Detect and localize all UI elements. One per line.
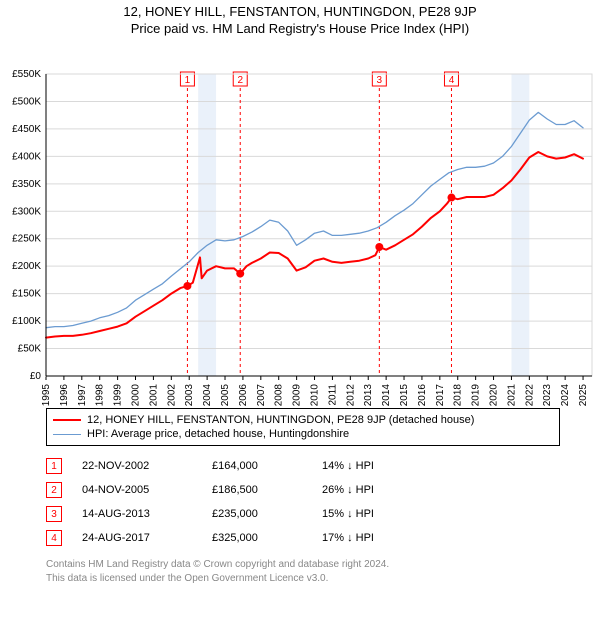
svg-text:2010: 2010 [310, 384, 321, 407]
legend: 12, HONEY HILL, FENSTANTON, HUNTINGDON, … [46, 408, 560, 446]
legend-label: 12, HONEY HILL, FENSTANTON, HUNTINGDON, … [87, 414, 474, 426]
sales-table: 1 22-NOV-2002 £164,000 14% ↓ HPI 2 04-NOV-200… [46, 454, 560, 550]
svg-text:2015: 2015 [399, 384, 410, 407]
svg-text:2006: 2006 [238, 384, 249, 407]
legend-item: HPI: Average price, detached house, Hunt… [53, 427, 553, 441]
svg-text:3: 3 [377, 75, 383, 86]
svg-text:1: 1 [185, 75, 191, 86]
sale-date: 22-NOV-2002 [82, 460, 192, 472]
svg-text:£400K: £400K [12, 151, 41, 162]
sale-marker-badge: 4 [46, 530, 62, 546]
svg-text:£550K: £550K [12, 69, 41, 80]
sale-diff: 26% ↓ HPI [322, 484, 412, 496]
svg-text:2018: 2018 [453, 384, 464, 407]
sales-row: 2 04-NOV-2005 £186,500 26% ↓ HPI [46, 478, 560, 502]
legend-label: HPI: Average price, detached house, Hunt… [87, 428, 349, 440]
chart-title-line1: 12, HONEY HILL, FENSTANTON, HUNTINGDON, … [0, 4, 600, 19]
footnote-line2: This data is licensed under the Open Gov… [46, 572, 560, 586]
sale-price: £186,500 [212, 484, 302, 496]
svg-text:2003: 2003 [184, 384, 195, 407]
chart: £0 £50K £100K £150K £200K £250K £300K £350K £400… [0, 36, 600, 408]
svg-text:2024: 2024 [560, 384, 571, 407]
sales-row: 3 14-AUG-2013 £235,000 15% ↓ HPI [46, 502, 560, 526]
svg-text:2001: 2001 [148, 384, 159, 407]
svg-text:£50K: £50K [18, 344, 42, 355]
svg-text:2012: 2012 [345, 384, 356, 407]
sale-date: 14-AUG-2013 [82, 508, 192, 520]
legend-item: 12, HONEY HILL, FENSTANTON, HUNTINGDON, … [53, 413, 553, 427]
svg-text:1998: 1998 [95, 384, 106, 407]
svg-text:2020: 2020 [489, 384, 500, 407]
svg-text:1999: 1999 [113, 384, 124, 407]
sale-price: £164,000 [212, 460, 302, 472]
svg-text:£300K: £300K [12, 206, 41, 217]
svg-text:2002: 2002 [166, 384, 177, 407]
svg-text:2000: 2000 [131, 384, 142, 407]
svg-text:2013: 2013 [363, 384, 374, 407]
sale-price: £325,000 [212, 532, 302, 544]
svg-text:£100K: £100K [12, 316, 41, 327]
svg-text:2005: 2005 [220, 384, 231, 407]
sale-diff: 14% ↓ HPI [322, 460, 412, 472]
footnote-line1: Contains HM Land Registry data © Crown c… [46, 558, 560, 572]
svg-text:2022: 2022 [524, 384, 535, 407]
sale-marker-badge: 3 [46, 506, 62, 522]
sales-row: 1 22-NOV-2002 £164,000 14% ↓ HPI [46, 454, 560, 478]
legend-swatch [53, 419, 81, 421]
svg-text:2011: 2011 [327, 384, 338, 406]
svg-text:2025: 2025 [578, 384, 589, 407]
sale-date: 24-AUG-2017 [82, 532, 192, 544]
svg-text:2004: 2004 [202, 384, 213, 407]
svg-text:£0: £0 [30, 371, 42, 382]
svg-text:£500K: £500K [12, 96, 41, 107]
svg-text:1996: 1996 [59, 384, 70, 407]
svg-text:2016: 2016 [417, 384, 428, 407]
svg-text:4: 4 [449, 75, 455, 86]
sale-date: 04-NOV-2005 [82, 484, 192, 496]
svg-text:2009: 2009 [292, 384, 303, 407]
svg-text:£150K: £150K [12, 289, 41, 300]
sale-diff: 15% ↓ HPI [322, 508, 412, 520]
svg-text:£250K: £250K [12, 234, 41, 245]
svg-text:2023: 2023 [542, 384, 553, 407]
svg-text:2017: 2017 [435, 384, 446, 407]
chart-title-line2: Price paid vs. HM Land Registry's House … [0, 21, 600, 36]
svg-text:£350K: £350K [12, 179, 41, 190]
svg-text:£200K: £200K [12, 261, 41, 272]
svg-text:2007: 2007 [256, 384, 267, 407]
footnote: Contains HM Land Registry data © Crown c… [46, 558, 560, 585]
svg-text:2014: 2014 [381, 384, 392, 407]
sale-marker-badge: 2 [46, 482, 62, 498]
legend-swatch [53, 434, 81, 435]
svg-text:2008: 2008 [274, 384, 285, 407]
sale-marker-badge: 1 [46, 458, 62, 474]
sale-price: £235,000 [212, 508, 302, 520]
svg-text:2021: 2021 [506, 384, 517, 407]
svg-text:1997: 1997 [77, 384, 88, 407]
sales-row: 4 24-AUG-2017 £325,000 17% ↓ HPI [46, 526, 560, 550]
sale-diff: 17% ↓ HPI [322, 532, 412, 544]
svg-text:1995: 1995 [41, 384, 52, 407]
svg-text:£450K: £450K [12, 124, 41, 135]
svg-text:2: 2 [237, 75, 243, 86]
svg-text:2019: 2019 [471, 384, 482, 407]
